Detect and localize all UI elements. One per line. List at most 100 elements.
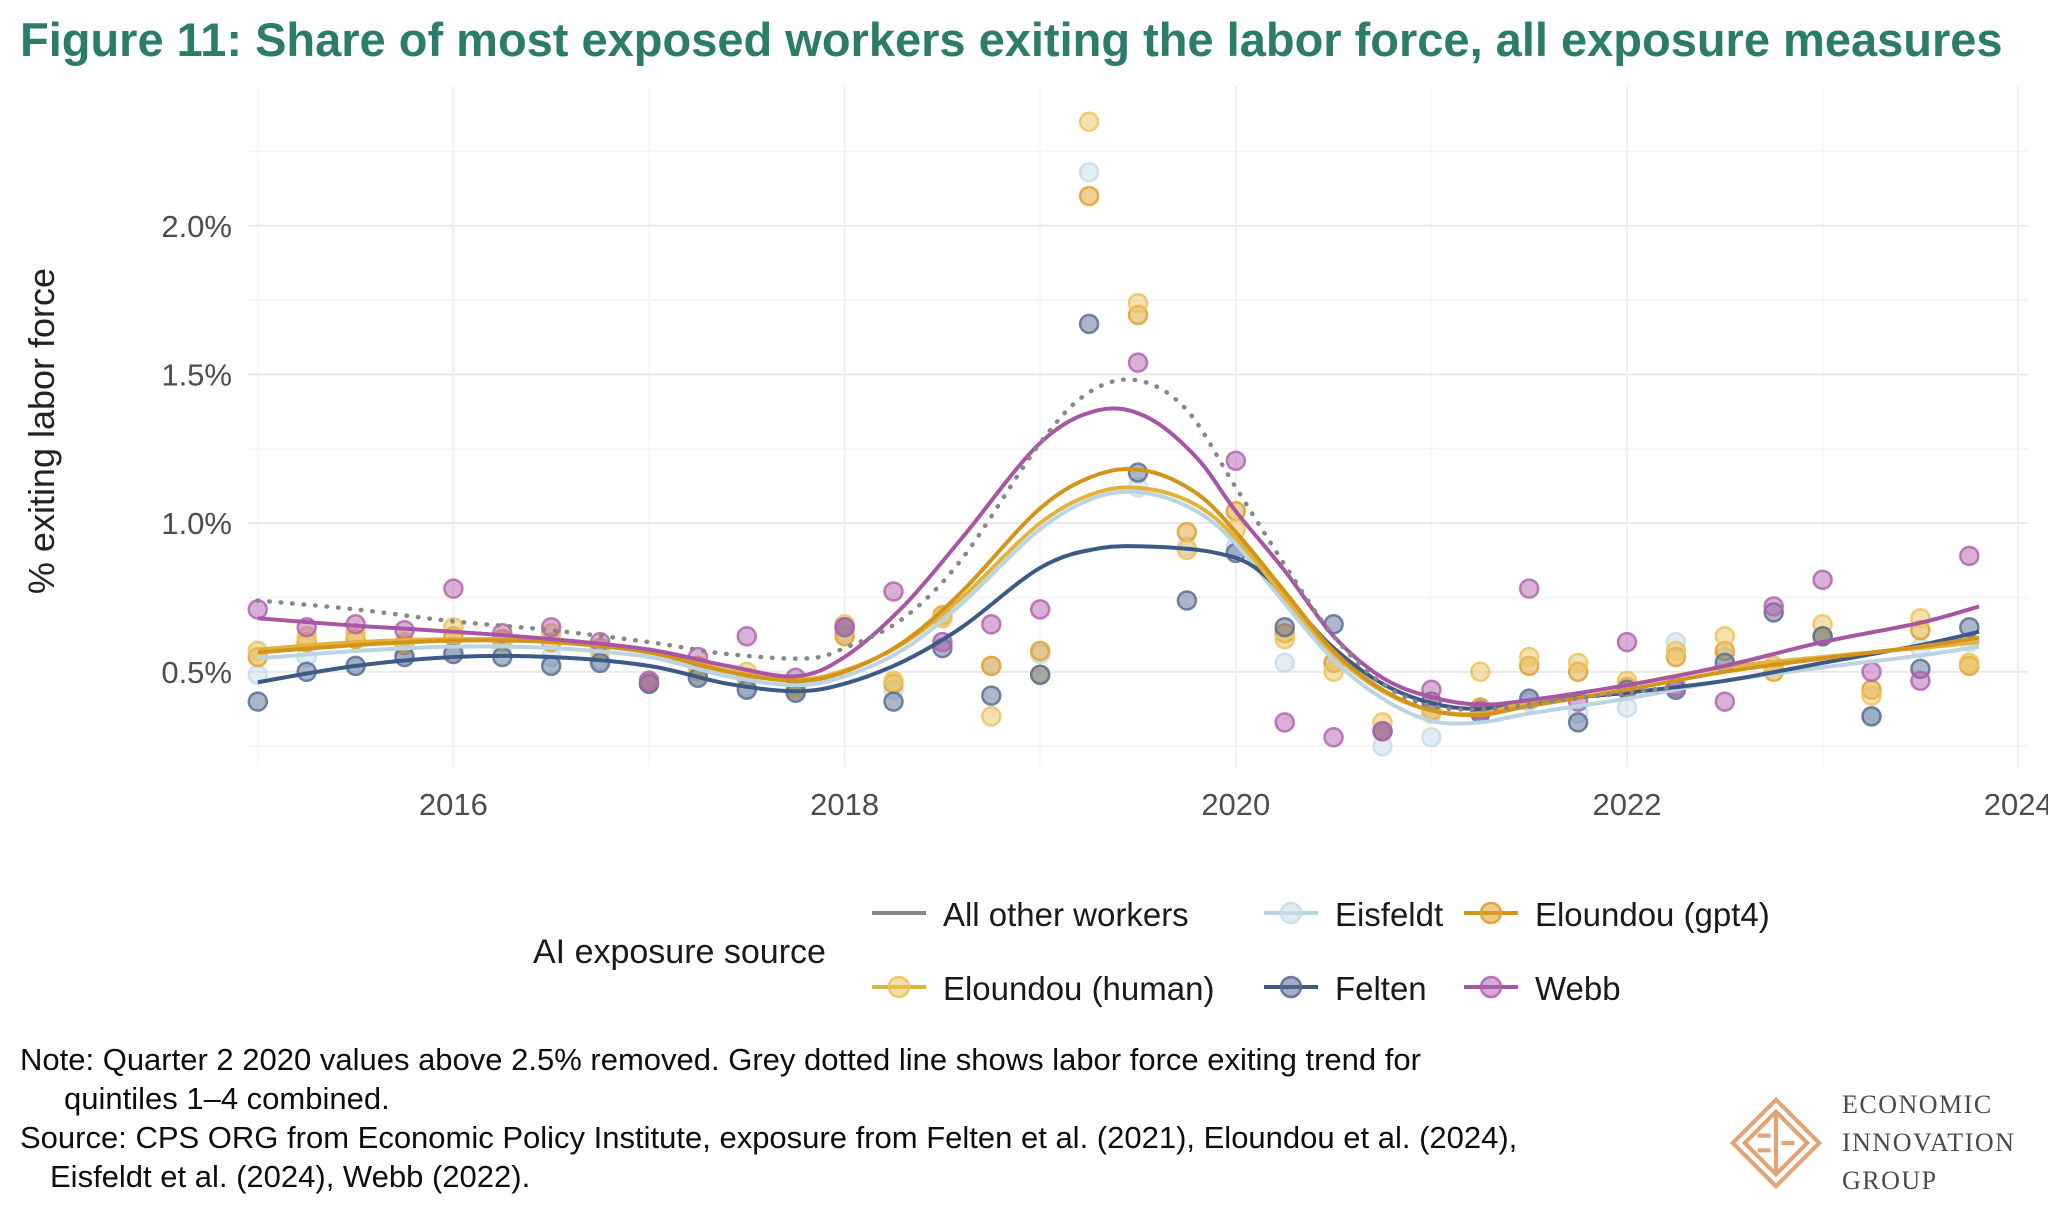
data-point [1959, 652, 1980, 674]
data-point [981, 706, 1002, 727]
data-point [883, 581, 904, 602]
source-line-1: Source: CPS ORG from Economic Policy Ins… [20, 1120, 1518, 1155]
data-point [1176, 521, 1198, 543]
data-point [443, 578, 464, 599]
data-point [834, 616, 855, 638]
legend-entry-eisfeldt: Eisfeldt [1262, 896, 1462, 934]
data-point [1518, 646, 1540, 668]
data-point [1176, 590, 1198, 611]
eig-logo: ECONOMIC INNOVATION GROUP [1730, 1086, 2015, 1200]
data-point [1665, 640, 1687, 662]
data-point [1421, 727, 1442, 748]
data-point [1372, 721, 1393, 742]
y-tick-label: 1.5% [161, 357, 232, 392]
legend-entry-webb: Webb [1462, 970, 1770, 1008]
legend-entry-felten: Felten [1262, 970, 1462, 1008]
logo-text-line-2: INNOVATION [1842, 1128, 2016, 1157]
data-point [1274, 616, 1295, 638]
data-point [1225, 450, 1247, 471]
logo-text-line-3: GROUP [1842, 1166, 1938, 1195]
legend-key-line-icon [1262, 971, 1320, 1008]
data-point [1127, 292, 1149, 314]
data-point [1812, 569, 1833, 590]
data-point [1078, 313, 1100, 335]
legend-label: Eisfeldt [1334, 896, 1444, 933]
y-tick-label: 0.5% [161, 655, 232, 690]
y-tick-label: 1.0% [161, 506, 232, 541]
data-point [247, 691, 269, 712]
x-tick-label: 2022 [1593, 787, 1662, 822]
legend-key-line-icon [1462, 971, 1520, 1008]
trend-line [257, 544, 1980, 712]
y-tick-label: 2.0% [161, 209, 232, 244]
data-point [1959, 545, 1980, 567]
data-point [1029, 640, 1051, 662]
data-point [1763, 596, 1784, 617]
trend-line [255, 377, 1679, 712]
data-point [1861, 685, 1882, 706]
eig-diamond-icon [1730, 1097, 1822, 1189]
data-point [247, 599, 269, 620]
data-point [1078, 111, 1100, 132]
legend-label: Webb [1534, 970, 1621, 1007]
legend-label: Eloundou (human) [942, 970, 1215, 1007]
data-point [540, 616, 562, 638]
data-point [981, 655, 1002, 677]
x-tick-label: 2016 [419, 787, 488, 822]
data-point [1567, 652, 1589, 674]
data-point [1029, 599, 1051, 620]
logo-text-line-1: ECONOMIC [1842, 1090, 1993, 1119]
data-point [1274, 712, 1295, 733]
x-tick-label: 2020 [1201, 787, 1270, 822]
trend-line [257, 406, 1980, 707]
chart-svg: 0.5% 1.0% 1.5% 2.0% 2016 2018 2020 2022 2024 [161, 86, 2048, 822]
data-point [1323, 727, 1344, 748]
data-point [736, 625, 758, 647]
data-point [540, 655, 562, 677]
legend-key-line-icon [1462, 897, 1520, 934]
data-point [981, 685, 1002, 706]
data-point [1861, 706, 1882, 727]
data-point [1910, 670, 1931, 692]
legend-label: All other workers [942, 896, 1189, 933]
legend-grid: All other workers Eisfeldt Eloundou (gpt… [870, 896, 1770, 1008]
x-tick-label: 2018 [810, 787, 879, 822]
source-line-2: Eisfeldt et al. (2024), Webb (2022). [50, 1159, 531, 1194]
data-point [1470, 661, 1491, 683]
data-point [638, 670, 660, 692]
data-point [589, 652, 611, 674]
legend-entry-eloundou-human: Eloundou (human) [870, 970, 1262, 1008]
note-line-2: quintiles 1–4 combined. [64, 1081, 390, 1116]
eig-logo-text: ECONOMIC INNOVATION GROUP [1842, 1086, 2015, 1200]
legend-label: Felten [1334, 970, 1427, 1007]
note-line-1: Note: Quarter 2 2020 values above 2.5% r… [20, 1042, 1421, 1077]
legend-key-line-icon [1262, 897, 1320, 934]
data-point [1029, 664, 1051, 686]
data-point [394, 646, 415, 668]
data-point [1518, 578, 1540, 599]
legend-label: Eloundou (gpt4) [1534, 896, 1770, 933]
data-point [1567, 712, 1589, 733]
trend-line [257, 467, 1980, 718]
chart-legend: AI exposure source All other workers Eis… [533, 896, 1770, 1008]
data-point [1274, 652, 1295, 674]
data-point [981, 614, 1002, 635]
x-tick-label: 2024 [1984, 787, 2048, 822]
data-point [1616, 631, 1638, 653]
footnote-block: Note: Quarter 2 2020 values above 2.5% r… [20, 1040, 1517, 1196]
data-point [1078, 161, 1100, 183]
legend-key-line-icon [870, 971, 928, 1008]
data-point [1127, 462, 1149, 483]
data-point [1861, 661, 1882, 683]
data-point [883, 670, 904, 692]
legend-key-line-icon [870, 897, 928, 934]
data-point [1323, 661, 1344, 683]
data-point [1127, 352, 1149, 373]
data-point [1714, 625, 1736, 647]
legend-entry-eloundou-gpt4: Eloundou (gpt4) [1462, 896, 1770, 934]
data-point [883, 691, 904, 712]
figure-title: Figure 11: Share of most exposed workers… [20, 13, 2003, 66]
trend-line [257, 489, 1980, 726]
legend-entry-all-other-workers: All other workers [870, 896, 1262, 934]
